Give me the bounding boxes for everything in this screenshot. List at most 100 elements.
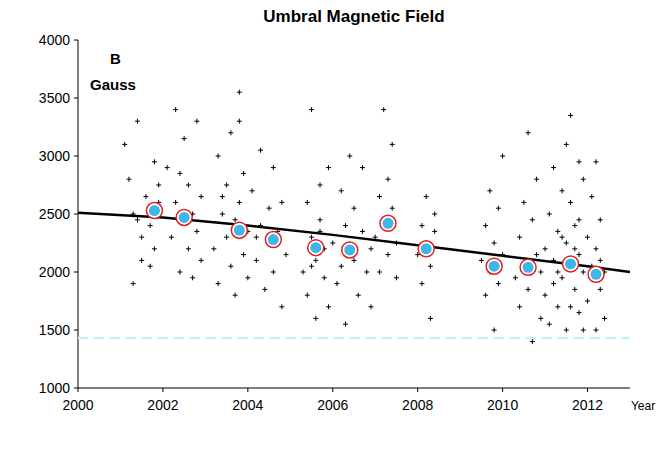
x-tick — [247, 388, 248, 392]
data-point — [534, 177, 539, 182]
data-point — [318, 217, 323, 222]
average-ring — [265, 232, 281, 248]
data-point — [224, 235, 229, 240]
data-point — [216, 154, 221, 159]
data-point — [377, 270, 382, 275]
data-point — [301, 270, 306, 275]
data-point — [555, 270, 560, 275]
y-tick — [74, 388, 78, 389]
data-point — [594, 246, 599, 251]
data-point — [271, 165, 276, 170]
data-point — [572, 223, 577, 228]
average-point — [380, 215, 396, 231]
data-point — [216, 281, 221, 286]
y-tick-label: 1000 — [39, 380, 70, 396]
data-point — [313, 258, 318, 263]
average-dot — [421, 243, 432, 254]
data-point — [555, 304, 560, 309]
data-point — [424, 194, 429, 199]
x-tick — [587, 388, 588, 392]
average-dot — [565, 258, 576, 269]
data-point — [432, 229, 437, 234]
data-point — [428, 264, 433, 269]
data-point — [547, 212, 552, 217]
data-point — [577, 252, 582, 257]
average-ring — [146, 203, 162, 219]
title: Umbral Magnetic Field — [263, 7, 444, 26]
average-point — [146, 203, 162, 219]
x-tick-label: 2002 — [147, 397, 178, 413]
average-dot — [523, 262, 534, 273]
data-point — [598, 287, 603, 292]
data-point — [551, 165, 556, 170]
data-point — [267, 206, 272, 211]
data-point — [368, 246, 373, 251]
data-point — [309, 264, 314, 269]
data-point — [279, 304, 284, 309]
x-tick-label: 2012 — [572, 397, 603, 413]
data-point — [551, 281, 556, 286]
data-point — [543, 246, 548, 251]
data-point — [534, 252, 539, 257]
average-ring — [486, 258, 502, 274]
x-tick-label: 2006 — [317, 397, 348, 413]
data-point — [135, 217, 140, 222]
y-tick-label: 3000 — [39, 148, 70, 164]
data-point — [233, 217, 238, 222]
y-tick-label: 3500 — [39, 90, 70, 106]
data-point — [126, 177, 131, 182]
y-tick — [74, 330, 78, 331]
average-ring — [308, 240, 324, 256]
data-point — [428, 316, 433, 321]
data-point — [335, 281, 340, 286]
data-point — [309, 107, 314, 112]
data-point — [368, 304, 373, 309]
data-point — [279, 200, 284, 205]
average-ring — [520, 259, 536, 275]
data-point — [581, 328, 586, 333]
average-ring — [231, 222, 247, 238]
data-point — [585, 299, 590, 304]
x-tick — [332, 388, 333, 392]
average-dot — [179, 212, 190, 223]
x-tick-label: 2004 — [232, 397, 263, 413]
data-point — [564, 241, 569, 246]
data-point — [492, 241, 497, 246]
data-point — [330, 241, 335, 246]
data-point — [594, 328, 599, 333]
data-point — [343, 223, 348, 228]
data-point — [254, 258, 259, 263]
data-point — [186, 246, 191, 251]
average-dot — [310, 242, 321, 253]
data-point — [568, 113, 573, 118]
average-ring — [176, 209, 192, 225]
y-tick-label: 2000 — [39, 264, 70, 280]
data-point — [572, 287, 577, 292]
data-point — [381, 107, 386, 112]
data-point — [177, 270, 182, 275]
data-point — [148, 264, 153, 269]
data-point — [564, 142, 569, 147]
y-tick — [74, 40, 78, 41]
data-point — [577, 217, 582, 222]
y-tick-label: 1500 — [39, 322, 70, 338]
data-point — [526, 287, 531, 292]
data-point — [271, 270, 276, 275]
annotation: B — [110, 50, 121, 67]
data-point — [560, 275, 565, 280]
data-point — [517, 235, 522, 240]
data-point — [326, 165, 331, 170]
data-point — [543, 293, 548, 298]
y-tick — [74, 98, 78, 99]
data-point — [390, 142, 395, 147]
data-point — [177, 171, 182, 176]
x-tick — [417, 388, 418, 392]
data-point — [589, 194, 594, 199]
data-point — [211, 246, 216, 251]
x-tick — [78, 388, 79, 392]
average-dot — [382, 218, 393, 229]
data-point — [572, 246, 577, 251]
average-point — [231, 222, 247, 238]
average-ring — [418, 241, 434, 257]
data-point — [432, 212, 437, 217]
